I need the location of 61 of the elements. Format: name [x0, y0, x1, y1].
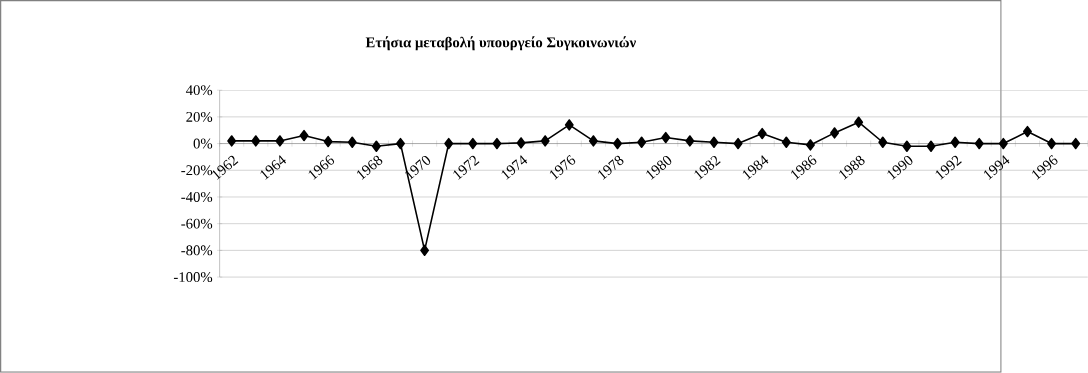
point — [227, 135, 237, 147]
point — [1071, 137, 1081, 150]
point — [733, 137, 743, 150]
point — [637, 136, 647, 149]
point — [974, 137, 984, 150]
point — [1047, 137, 1057, 150]
x-tick-label: 1988 — [839, 155, 865, 180]
y-tick-label: 0% — [193, 138, 213, 149]
point — [564, 119, 574, 131]
x-tick-label: 1966 — [308, 155, 335, 180]
y-tick-label: -60% — [181, 218, 213, 229]
point — [709, 136, 719, 149]
x-tick-label: 1996 — [1032, 155, 1058, 180]
point — [878, 136, 888, 149]
point — [492, 137, 502, 150]
point — [371, 140, 381, 153]
y-tick-label: 40% — [185, 85, 213, 96]
y-tick-label: -40% — [181, 192, 213, 203]
point — [830, 127, 840, 139]
point — [444, 137, 454, 150]
point — [420, 244, 430, 257]
point — [540, 135, 550, 147]
x-tick-label: 1992 — [935, 155, 962, 180]
x-tick-label: 1978 — [598, 155, 624, 180]
x-tick-label: 1970 — [405, 155, 431, 180]
point — [854, 116, 864, 129]
y-tick-label: -20% — [181, 165, 213, 176]
point — [926, 140, 936, 153]
x-tick-label: 1976 — [549, 155, 576, 180]
point — [347, 136, 357, 149]
x-tick-label: 1962 — [212, 155, 239, 180]
x-tick-label: 1972 — [453, 155, 480, 180]
x-tick-label: 1994 — [983, 155, 1010, 180]
y-tick-label: 20% — [186, 111, 213, 122]
x-tick-label: 1984 — [742, 155, 769, 180]
point — [998, 137, 1008, 150]
point — [299, 129, 309, 142]
x-tick-label: 1974 — [501, 155, 528, 180]
x-tick-label: 1980 — [646, 155, 672, 180]
x-tick-label: 1964 — [260, 155, 287, 180]
point — [1022, 125, 1032, 138]
point — [950, 136, 960, 149]
point — [805, 139, 815, 151]
y-tick-label: -100% — [173, 272, 213, 283]
x-tick-label: 1986 — [791, 155, 817, 180]
point — [757, 127, 767, 140]
y-tick-label: -80% — [181, 245, 213, 256]
x-tick-label: 1968 — [356, 155, 383, 180]
point — [661, 131, 671, 144]
point — [251, 135, 261, 147]
point — [323, 135, 333, 148]
point — [685, 135, 695, 147]
point — [516, 137, 526, 149]
chart-title: Ετήσια μεταβολή υπουργείο Συγκοινωνιών — [365, 36, 636, 51]
point — [902, 140, 912, 153]
x-tick-label: 1990 — [887, 155, 913, 180]
point — [781, 136, 791, 149]
point — [588, 135, 598, 147]
x-tick-label: 1982 — [694, 155, 721, 180]
point — [275, 135, 285, 147]
point — [468, 137, 478, 150]
